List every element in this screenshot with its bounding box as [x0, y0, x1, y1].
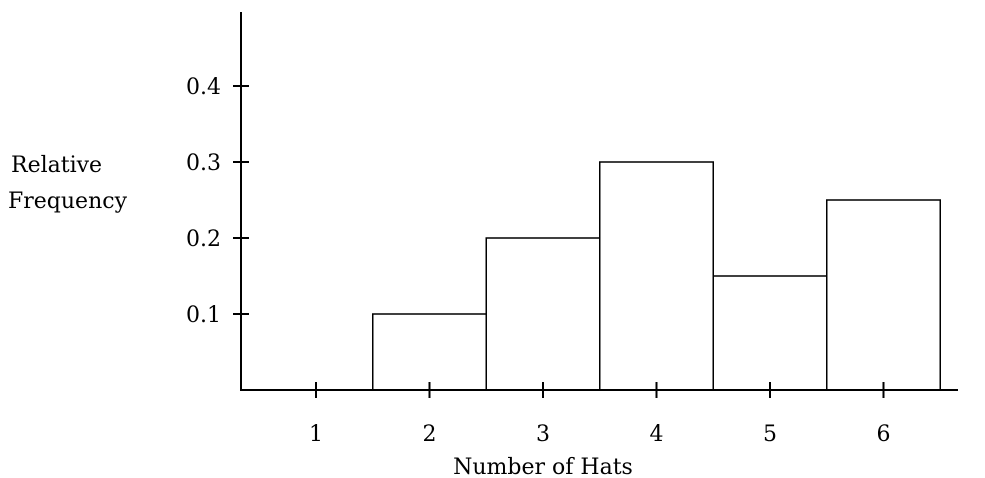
y-tick-label-0.4: 0.4 — [186, 75, 221, 100]
y-tick-label-0.3: 0.3 — [186, 151, 221, 176]
x-axis-label: Number of Hats — [453, 455, 633, 478]
x-tick-label-4: 4 — [650, 422, 664, 447]
bar-3 — [485, 237, 601, 391]
y-tick-label-0.1: 0.1 — [186, 303, 221, 328]
bar-4 — [599, 161, 714, 391]
x-ticks: 1 2 3 4 5 6 — [309, 382, 891, 447]
y-axis-label-line-1: Relative — [11, 153, 102, 178]
x-tick-label-6: 6 — [877, 422, 891, 447]
x-tick-label-2: 2 — [423, 422, 437, 447]
y-axis-label-line-2: Frequency — [8, 189, 128, 214]
x-tick-label-1: 1 — [309, 422, 323, 447]
y-tick-label-0.2: 0.2 — [186, 227, 221, 252]
x-tick-label-3: 3 — [536, 422, 550, 447]
bars-layer — [372, 161, 941, 391]
bar-2 — [372, 313, 487, 391]
bar-6 — [826, 199, 941, 391]
y-ticks: 0.1 0.2 0.3 0.4 — [186, 75, 249, 328]
x-tick-label-5: 5 — [763, 422, 777, 447]
bar-5 — [712, 275, 828, 391]
